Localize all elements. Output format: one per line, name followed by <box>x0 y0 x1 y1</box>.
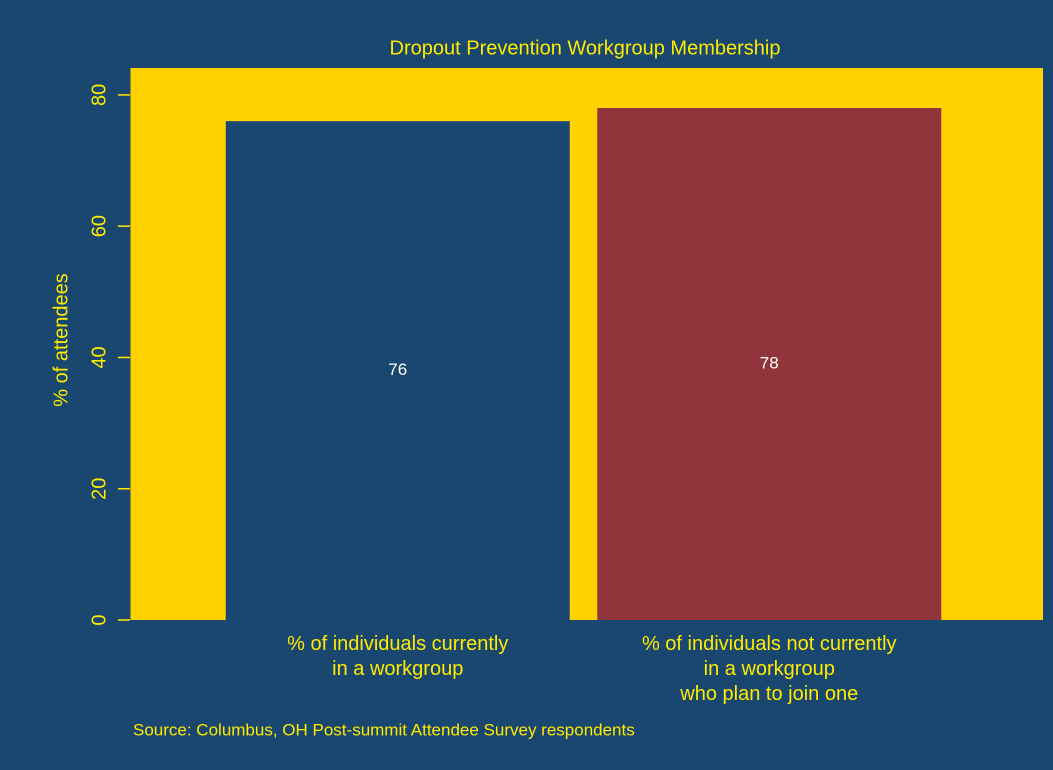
y-tick-label: 80 <box>88 84 110 106</box>
source-note: Source: Columbus, OH Post-summit Attende… <box>133 720 635 739</box>
x-tick-label-line: % of individuals not currently <box>642 633 897 655</box>
y-tick-label: 40 <box>88 346 110 368</box>
value-label: 76 <box>388 360 407 379</box>
x-tick-label: % of individuals currently in a workgroup <box>287 633 508 680</box>
x-tick-label-line: who plan to join one <box>679 683 858 705</box>
x-tick-label-line: in a workgroup <box>332 658 463 680</box>
x-tick-label-line: % of individuals currently <box>287 633 508 655</box>
bar <box>597 108 942 620</box>
bar <box>225 121 570 620</box>
x-tick-label: % of individuals not currently in a workg… <box>642 633 897 705</box>
y-axis-label: % of attendees <box>50 273 72 406</box>
value-label: 78 <box>760 354 779 373</box>
chart-title: Dropout Prevention Workgroup Membership <box>390 37 781 59</box>
y-tick-label: 20 <box>88 478 110 500</box>
y-tick-label: 0 <box>88 614 110 625</box>
y-tick-label: 60 <box>88 215 110 237</box>
x-tick-label-line: in a workgroup <box>704 658 835 680</box>
